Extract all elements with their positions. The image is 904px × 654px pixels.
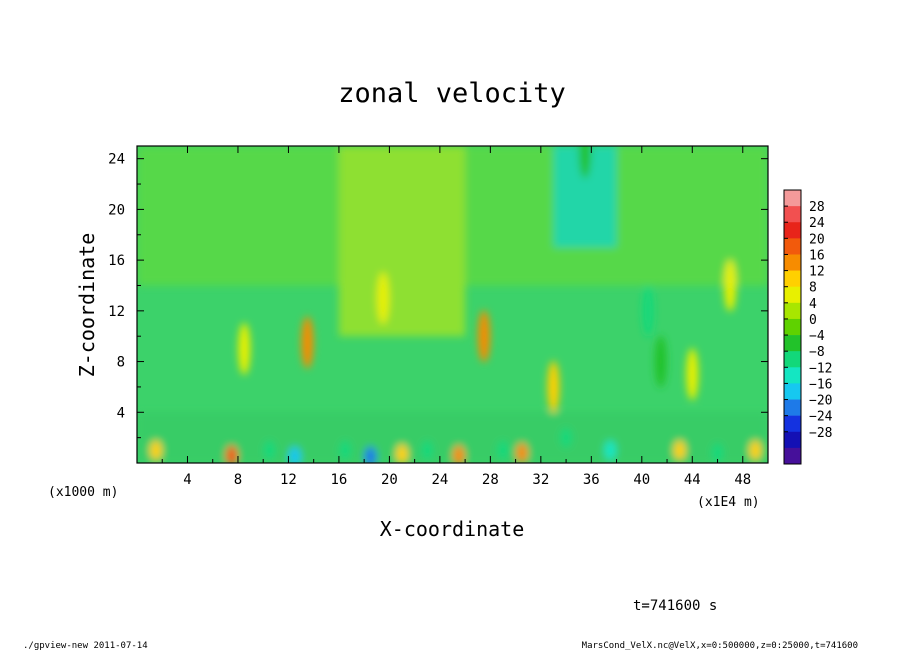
x-tick-label: 4 [183, 472, 191, 488]
colorbar-segment [784, 302, 801, 320]
field-feature [749, 440, 762, 461]
plot-area [136, 145, 769, 464]
y-tick-label: 16 [108, 253, 125, 269]
field-feature [301, 316, 314, 369]
y-tick-label: 8 [117, 355, 125, 371]
field-feature [673, 440, 686, 461]
field-feature [579, 146, 592, 179]
field-feature [478, 310, 491, 363]
colorbar-segment [784, 238, 801, 255]
time-label: t=741600 s [633, 598, 717, 614]
y-tick-label: 4 [117, 405, 125, 421]
colorbar-label: −16 [809, 377, 832, 392]
z-unit-label: (x1000 m) [48, 485, 118, 500]
x-axis-label: X-coordinate [380, 517, 525, 541]
x-tick-label: 32 [532, 472, 549, 488]
colorbar-label: −4 [809, 329, 825, 344]
x-tick-label: 20 [381, 472, 398, 488]
x-tick-label: 40 [633, 472, 650, 488]
field-feature [515, 442, 528, 463]
field-feature [263, 440, 276, 461]
field-feature [225, 445, 238, 463]
colorbar-segment [784, 367, 801, 384]
field-feature [149, 440, 162, 461]
colorbar-label: 8 [809, 281, 817, 296]
x-tick-label: 12 [280, 472, 297, 488]
colorbar-frame [783, 189, 802, 465]
y-axis: 4 8 12 16 20 24 [108, 152, 768, 439]
colorbar-segment [784, 399, 801, 416]
x-tick-label: 44 [684, 472, 701, 488]
colorbar-label: 20 [809, 232, 825, 247]
x-unit-label: (x1E4 m) [697, 495, 760, 510]
colorbar-segment [784, 270, 801, 288]
field-feature [339, 440, 352, 461]
colorbar-label: 0 [809, 313, 817, 328]
colorbar-segment [784, 190, 801, 207]
x-tick-label: 8 [234, 472, 242, 488]
field-feature [452, 445, 465, 463]
colorbar-label: −12 [809, 361, 832, 376]
chart-title: zonal velocity [338, 78, 566, 109]
x-tick-label: 36 [583, 472, 600, 488]
colorbar-label: −24 [809, 410, 833, 425]
x-tick-label: 16 [330, 472, 347, 488]
colorbar-segment [784, 383, 801, 400]
field-feature [547, 360, 560, 413]
colorbar-label: −28 [809, 426, 832, 441]
colorbar-label: 28 [809, 200, 825, 215]
colorbar-label: 12 [809, 265, 825, 280]
colorbar-segment [784, 351, 801, 368]
field-feature [724, 259, 737, 312]
field-band [338, 146, 466, 337]
field-band [137, 412, 768, 463]
colorbar-segment [784, 431, 801, 449]
colorbar-label: 16 [809, 248, 825, 263]
colorbar-segment [784, 318, 801, 336]
colorbar-segment [784, 335, 801, 352]
field-feature [377, 272, 390, 325]
x-axis: 4 8 12 16 20 24 28 32 36 40 44 48 [161, 146, 751, 488]
x-tick-label: 28 [482, 472, 499, 488]
colorbar-segment [784, 286, 801, 304]
y-tick-label: 20 [108, 202, 125, 218]
colorbar-segment [784, 222, 801, 239]
field-feature [654, 335, 667, 388]
plot-frame [136, 145, 769, 464]
footer-right: MarsCond_VelX.nc@VelX,x=0:500000,z=0:250… [581, 641, 858, 651]
colorbar-label: 4 [809, 297, 817, 312]
x-tick-label: 48 [734, 472, 751, 488]
field-feature [288, 446, 301, 463]
field-feature [396, 444, 409, 463]
x-tick-label: 24 [431, 472, 448, 488]
y-tick-label: 24 [108, 152, 125, 168]
colorbar-label: −8 [809, 345, 825, 360]
colorbar-label: 24 [809, 216, 825, 231]
field-feature [560, 427, 573, 448]
field-feature [238, 322, 251, 375]
field-feature [686, 348, 699, 401]
field-feature [642, 284, 655, 337]
colorbar-segment [784, 447, 801, 465]
field-feature [421, 440, 434, 461]
footer-left: ./gpview-new 2011-07-14 [23, 641, 148, 651]
colorbar-label: −20 [809, 394, 832, 409]
colorbar-segment [784, 254, 801, 271]
field-feature [711, 442, 724, 463]
colorbar-segment [784, 206, 801, 223]
field-feature [496, 440, 509, 461]
colorbar-segment [784, 415, 801, 433]
field-feature [364, 446, 377, 463]
field-feature [604, 440, 617, 461]
y-tick-label: 12 [108, 304, 125, 320]
y-axis-label: Z-coordinate [75, 233, 99, 378]
